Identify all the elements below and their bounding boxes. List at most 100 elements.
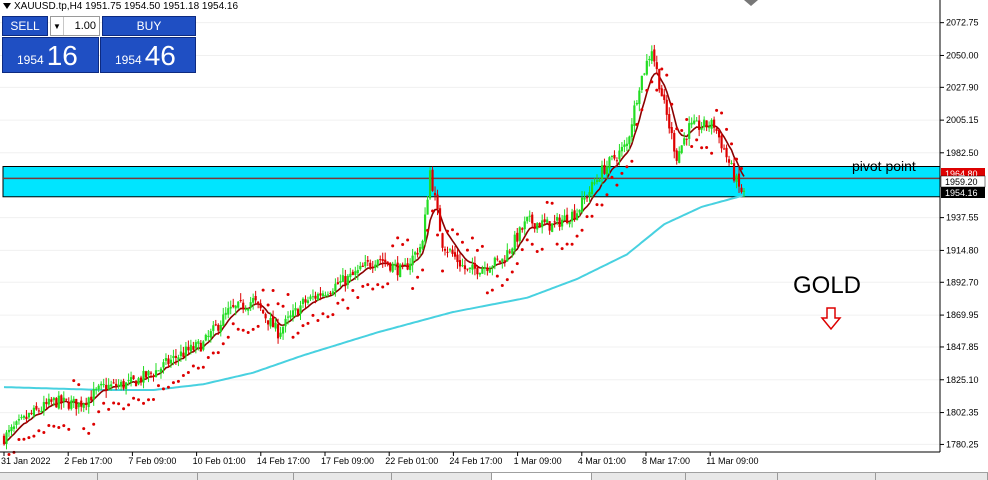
candle-body [110, 384, 113, 387]
sar-dot [166, 385, 170, 389]
candle-body [286, 316, 290, 318]
candle-body [722, 148, 726, 150]
candle-body [508, 251, 511, 253]
candle-body [227, 308, 230, 315]
buy-price-button[interactable]: 1954 46 [100, 37, 196, 73]
candle-body [436, 194, 439, 210]
candle-body [498, 260, 501, 263]
candle-body [219, 324, 222, 332]
candle-body [418, 246, 422, 253]
candle-body [107, 384, 110, 390]
candle-body [234, 305, 237, 309]
y-tick-label: 1982.50 [946, 148, 979, 158]
candle-body [708, 127, 711, 129]
sar-dot [615, 183, 619, 187]
scroll-marker-icon[interactable] [744, 0, 758, 6]
candle-body [222, 314, 225, 327]
candle-body [65, 398, 68, 400]
collapse-triangle-icon[interactable] [3, 3, 11, 10]
candle-body [47, 398, 50, 405]
sar-dot [500, 283, 504, 287]
candle-body [62, 397, 65, 402]
sar-dot [17, 437, 21, 441]
chart-tab[interactable] [592, 473, 686, 480]
candle-body [139, 377, 143, 383]
candle-body [85, 402, 88, 406]
candle-body [92, 389, 95, 399]
chart-tab[interactable] [392, 473, 492, 480]
candle-body [491, 266, 494, 269]
candle-body [15, 421, 18, 426]
sar-dot [107, 407, 111, 411]
candle-body [466, 268, 469, 270]
candle-body [90, 396, 93, 401]
candle-body [409, 263, 412, 270]
lot-dropdown-icon[interactable]: ▼ [51, 17, 64, 35]
chart-tab[interactable] [686, 473, 778, 480]
candle-body [336, 282, 339, 284]
sar-dot [485, 291, 489, 295]
candle-body [573, 210, 576, 219]
candle-body [67, 401, 70, 409]
candle-body [717, 129, 721, 138]
chart-tab-active[interactable] [492, 473, 592, 480]
sar-dot [710, 151, 714, 155]
chart-tab[interactable] [98, 473, 198, 480]
sar-dot [191, 364, 195, 368]
chart-tab[interactable] [0, 473, 98, 480]
candle-body [120, 381, 123, 387]
candle-body [481, 268, 484, 274]
sell-button[interactable]: SELL [2, 16, 48, 36]
candle-body [306, 300, 310, 304]
buy-price-small: 1954 [115, 53, 142, 67]
candle-body [237, 301, 240, 308]
sar-dot [82, 427, 86, 431]
sar-dot [52, 424, 56, 428]
candle-body [705, 120, 708, 128]
chart-tab[interactable] [778, 473, 876, 480]
sar-dot [391, 244, 395, 248]
y-tick-label: 1847.85 [946, 342, 979, 352]
sar-dot [376, 283, 380, 287]
sar-dot [331, 313, 335, 317]
candle-body [249, 302, 252, 308]
chart-tab[interactable] [198, 473, 294, 480]
sar-dot [431, 209, 435, 213]
lot-value[interactable]: 1.00 [74, 20, 96, 32]
buy-button[interactable]: BUY [102, 16, 196, 36]
candle-body [204, 334, 207, 341]
candle-body [189, 344, 192, 352]
candle-body [630, 124, 633, 138]
candle-body [453, 252, 457, 257]
chart-tab[interactable] [294, 473, 392, 480]
pivot-point-label: pivot point [852, 158, 916, 174]
candle-body [478, 272, 481, 275]
sar-dot [650, 80, 654, 84]
candle-body [35, 405, 38, 410]
candle-body [670, 127, 673, 134]
candle-body [735, 175, 738, 182]
sar-dot [480, 244, 484, 248]
sar-dot [147, 398, 151, 402]
candle-body [563, 215, 566, 221]
sar-dot [705, 145, 709, 149]
candle-body [556, 216, 559, 221]
sar-dot [7, 453, 11, 457]
candle-body [541, 220, 544, 228]
x-tick-label: 10 Feb 01:00 [193, 456, 246, 466]
sar-dot [580, 228, 584, 232]
candle-body [501, 258, 504, 262]
candle-body [458, 260, 462, 267]
candle-body [513, 234, 516, 251]
sar-dot [465, 248, 469, 252]
sar-dot [151, 397, 155, 401]
x-tick-label: 14 Feb 17:00 [257, 456, 310, 466]
sar-dot [97, 410, 101, 414]
sell-price-button[interactable]: 1954 16 [2, 37, 99, 73]
candle-body [456, 254, 459, 263]
sar-dot [396, 236, 400, 240]
lot-size-field[interactable]: ▼ 1.00 [50, 16, 100, 36]
sar-dot [610, 175, 614, 179]
candle-body [603, 164, 606, 174]
